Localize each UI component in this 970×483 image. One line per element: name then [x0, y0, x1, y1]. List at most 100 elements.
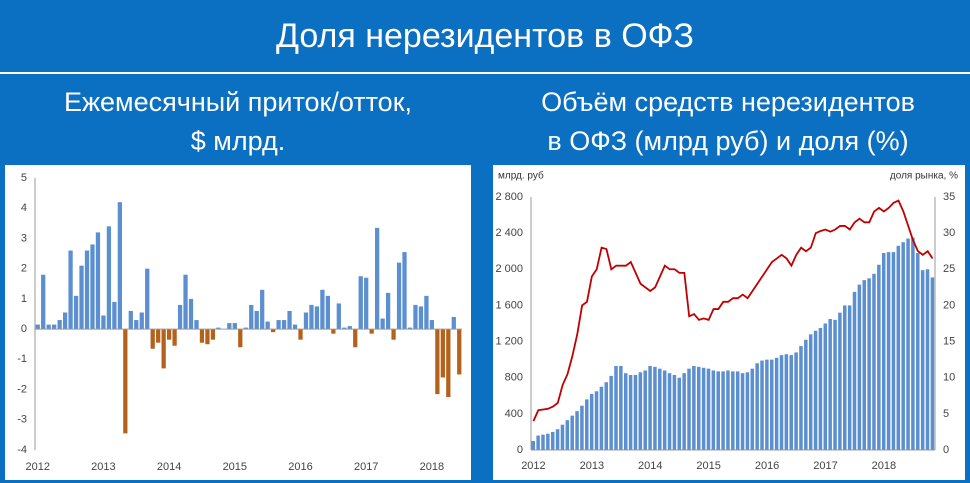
bar: [57, 320, 62, 330]
bar: [249, 304, 254, 330]
line: [532, 199, 934, 422]
bar: [232, 323, 237, 330]
bar: [911, 237, 915, 450]
bar: [648, 365, 652, 450]
tick-label: 5: [21, 172, 27, 184]
bar: [391, 329, 396, 340]
bar: [238, 329, 243, 348]
bar: [347, 326, 352, 330]
x-tick-label: 2012: [521, 460, 545, 472]
bar: [589, 393, 594, 450]
bar: [112, 301, 117, 330]
bar: [750, 368, 755, 450]
bar: [183, 274, 188, 330]
bar: [353, 329, 358, 348]
bar: [565, 420, 570, 450]
bar: [194, 320, 199, 330]
bar: [281, 320, 287, 330]
bar: [682, 373, 686, 450]
bar: [385, 292, 391, 330]
bar: [555, 429, 560, 450]
x-tick-label: 2016: [288, 461, 312, 473]
y2-axis-label: доля рынка, %: [890, 171, 958, 182]
tick-label: 10: [943, 372, 955, 384]
bar: [62, 312, 68, 330]
bar: [424, 295, 429, 330]
bar: [418, 306, 424, 330]
tick-label: 1 200: [495, 335, 523, 347]
tick-label: -4: [17, 444, 27, 456]
bar: [862, 280, 866, 450]
tick-label: 2 400: [495, 227, 523, 239]
bar: [101, 315, 106, 330]
bar: [325, 295, 331, 330]
bar: [413, 304, 418, 330]
x-tick-label: 2015: [696, 460, 720, 472]
bar: [653, 366, 657, 450]
bar: [901, 242, 905, 450]
bar: [536, 435, 540, 450]
tick-label: -3: [17, 414, 27, 426]
bar: [369, 329, 374, 334]
x-tick-label: 2018: [420, 461, 444, 473]
bar: [216, 327, 221, 330]
bar: [726, 370, 730, 450]
bar: [784, 354, 789, 450]
bar: [765, 359, 769, 450]
bar: [609, 375, 613, 450]
tick-label: 35: [943, 191, 955, 203]
bar: [701, 367, 706, 450]
bar: [633, 375, 638, 450]
bar: [79, 265, 84, 330]
bar: [314, 306, 320, 330]
bar: [402, 252, 407, 330]
bar: [925, 269, 930, 450]
bar: [457, 329, 462, 375]
bar: [364, 277, 369, 330]
bar: [243, 327, 248, 330]
bar: [546, 433, 550, 450]
bar: [623, 373, 628, 450]
bar: [867, 278, 871, 450]
bar: [106, 226, 112, 330]
bar: [770, 359, 774, 450]
bar: [90, 244, 95, 330]
bar: [380, 318, 385, 330]
bar: [692, 365, 696, 450]
bar: [550, 431, 555, 450]
bar: [614, 365, 618, 450]
bar: [570, 415, 574, 450]
bar: [585, 399, 589, 450]
bar: [68, 250, 73, 330]
tick-label: 20: [943, 299, 955, 311]
bar: [375, 227, 380, 330]
bar: [128, 310, 133, 330]
x-tick-label: 2017: [354, 461, 378, 473]
bar: [881, 253, 886, 450]
bar: [735, 371, 740, 450]
bar: [794, 352, 798, 450]
bar: [672, 375, 677, 450]
tick-label: 1 600: [495, 299, 523, 311]
bar: [46, 324, 51, 330]
bar: [331, 329, 336, 334]
chart-title: Объём средств нерезидентов: [541, 87, 915, 117]
bar: [41, 274, 46, 330]
bar: [292, 324, 298, 330]
bar: [117, 202, 122, 330]
bar: [916, 253, 920, 450]
bar: [177, 304, 183, 330]
bar: [716, 371, 720, 450]
tick-label: 3: [21, 232, 27, 244]
tick-label: 0: [21, 323, 27, 335]
bar: [451, 317, 456, 330]
bar: [188, 298, 194, 330]
bar: [760, 360, 764, 450]
bar: [309, 304, 314, 330]
bar: [227, 323, 232, 330]
bar: [541, 434, 545, 450]
bar: [265, 321, 270, 330]
bar: [580, 405, 584, 450]
bar: [303, 312, 309, 330]
bar: [320, 289, 325, 330]
